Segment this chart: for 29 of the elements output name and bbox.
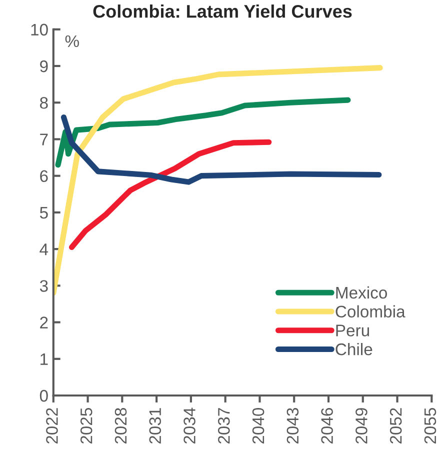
legend-label: Colombia (336, 305, 406, 318)
x-tick-label: 2031 (149, 408, 162, 444)
y-tick-label: 2 (40, 316, 48, 328)
y-tick-label: 6 (40, 170, 48, 182)
annotation: % (65, 35, 79, 48)
x-tick-label: 2040 (252, 408, 264, 444)
legend-label: Chile (336, 342, 372, 356)
y-tick-label: 3 (40, 280, 48, 292)
x-tick-label: 2046 (321, 408, 333, 444)
x-tick-label: 2028 (114, 408, 127, 444)
x-tick-label: 2037 (218, 408, 230, 444)
x-tick-label: 2022 (46, 408, 58, 444)
x-tick-label: 2043 (286, 408, 299, 444)
y-tick-label: 0 (40, 390, 48, 402)
y-tick-label: 5 (40, 207, 48, 219)
y-tick-label: 7 (40, 134, 48, 146)
y-tick-label: 1 (40, 353, 48, 365)
x-tick-label: 2025 (80, 408, 92, 444)
y-tick-label: 8 (40, 97, 48, 109)
legend-label: Mexico (336, 286, 387, 299)
x-tick-label: 2055 (424, 408, 436, 444)
y-tick-label: 10 (31, 24, 48, 36)
x-tick-label: 2052 (390, 408, 402, 444)
x-tick-label: 2049 (356, 408, 368, 444)
y-tick-label: 9 (40, 60, 48, 72)
legend-label: Peru (336, 324, 369, 336)
x-tick-label: 2034 (184, 408, 196, 444)
y-tick-label: 4 (40, 244, 48, 256)
chart-title: Colombia: Latam Yield Curves (93, 4, 352, 18)
